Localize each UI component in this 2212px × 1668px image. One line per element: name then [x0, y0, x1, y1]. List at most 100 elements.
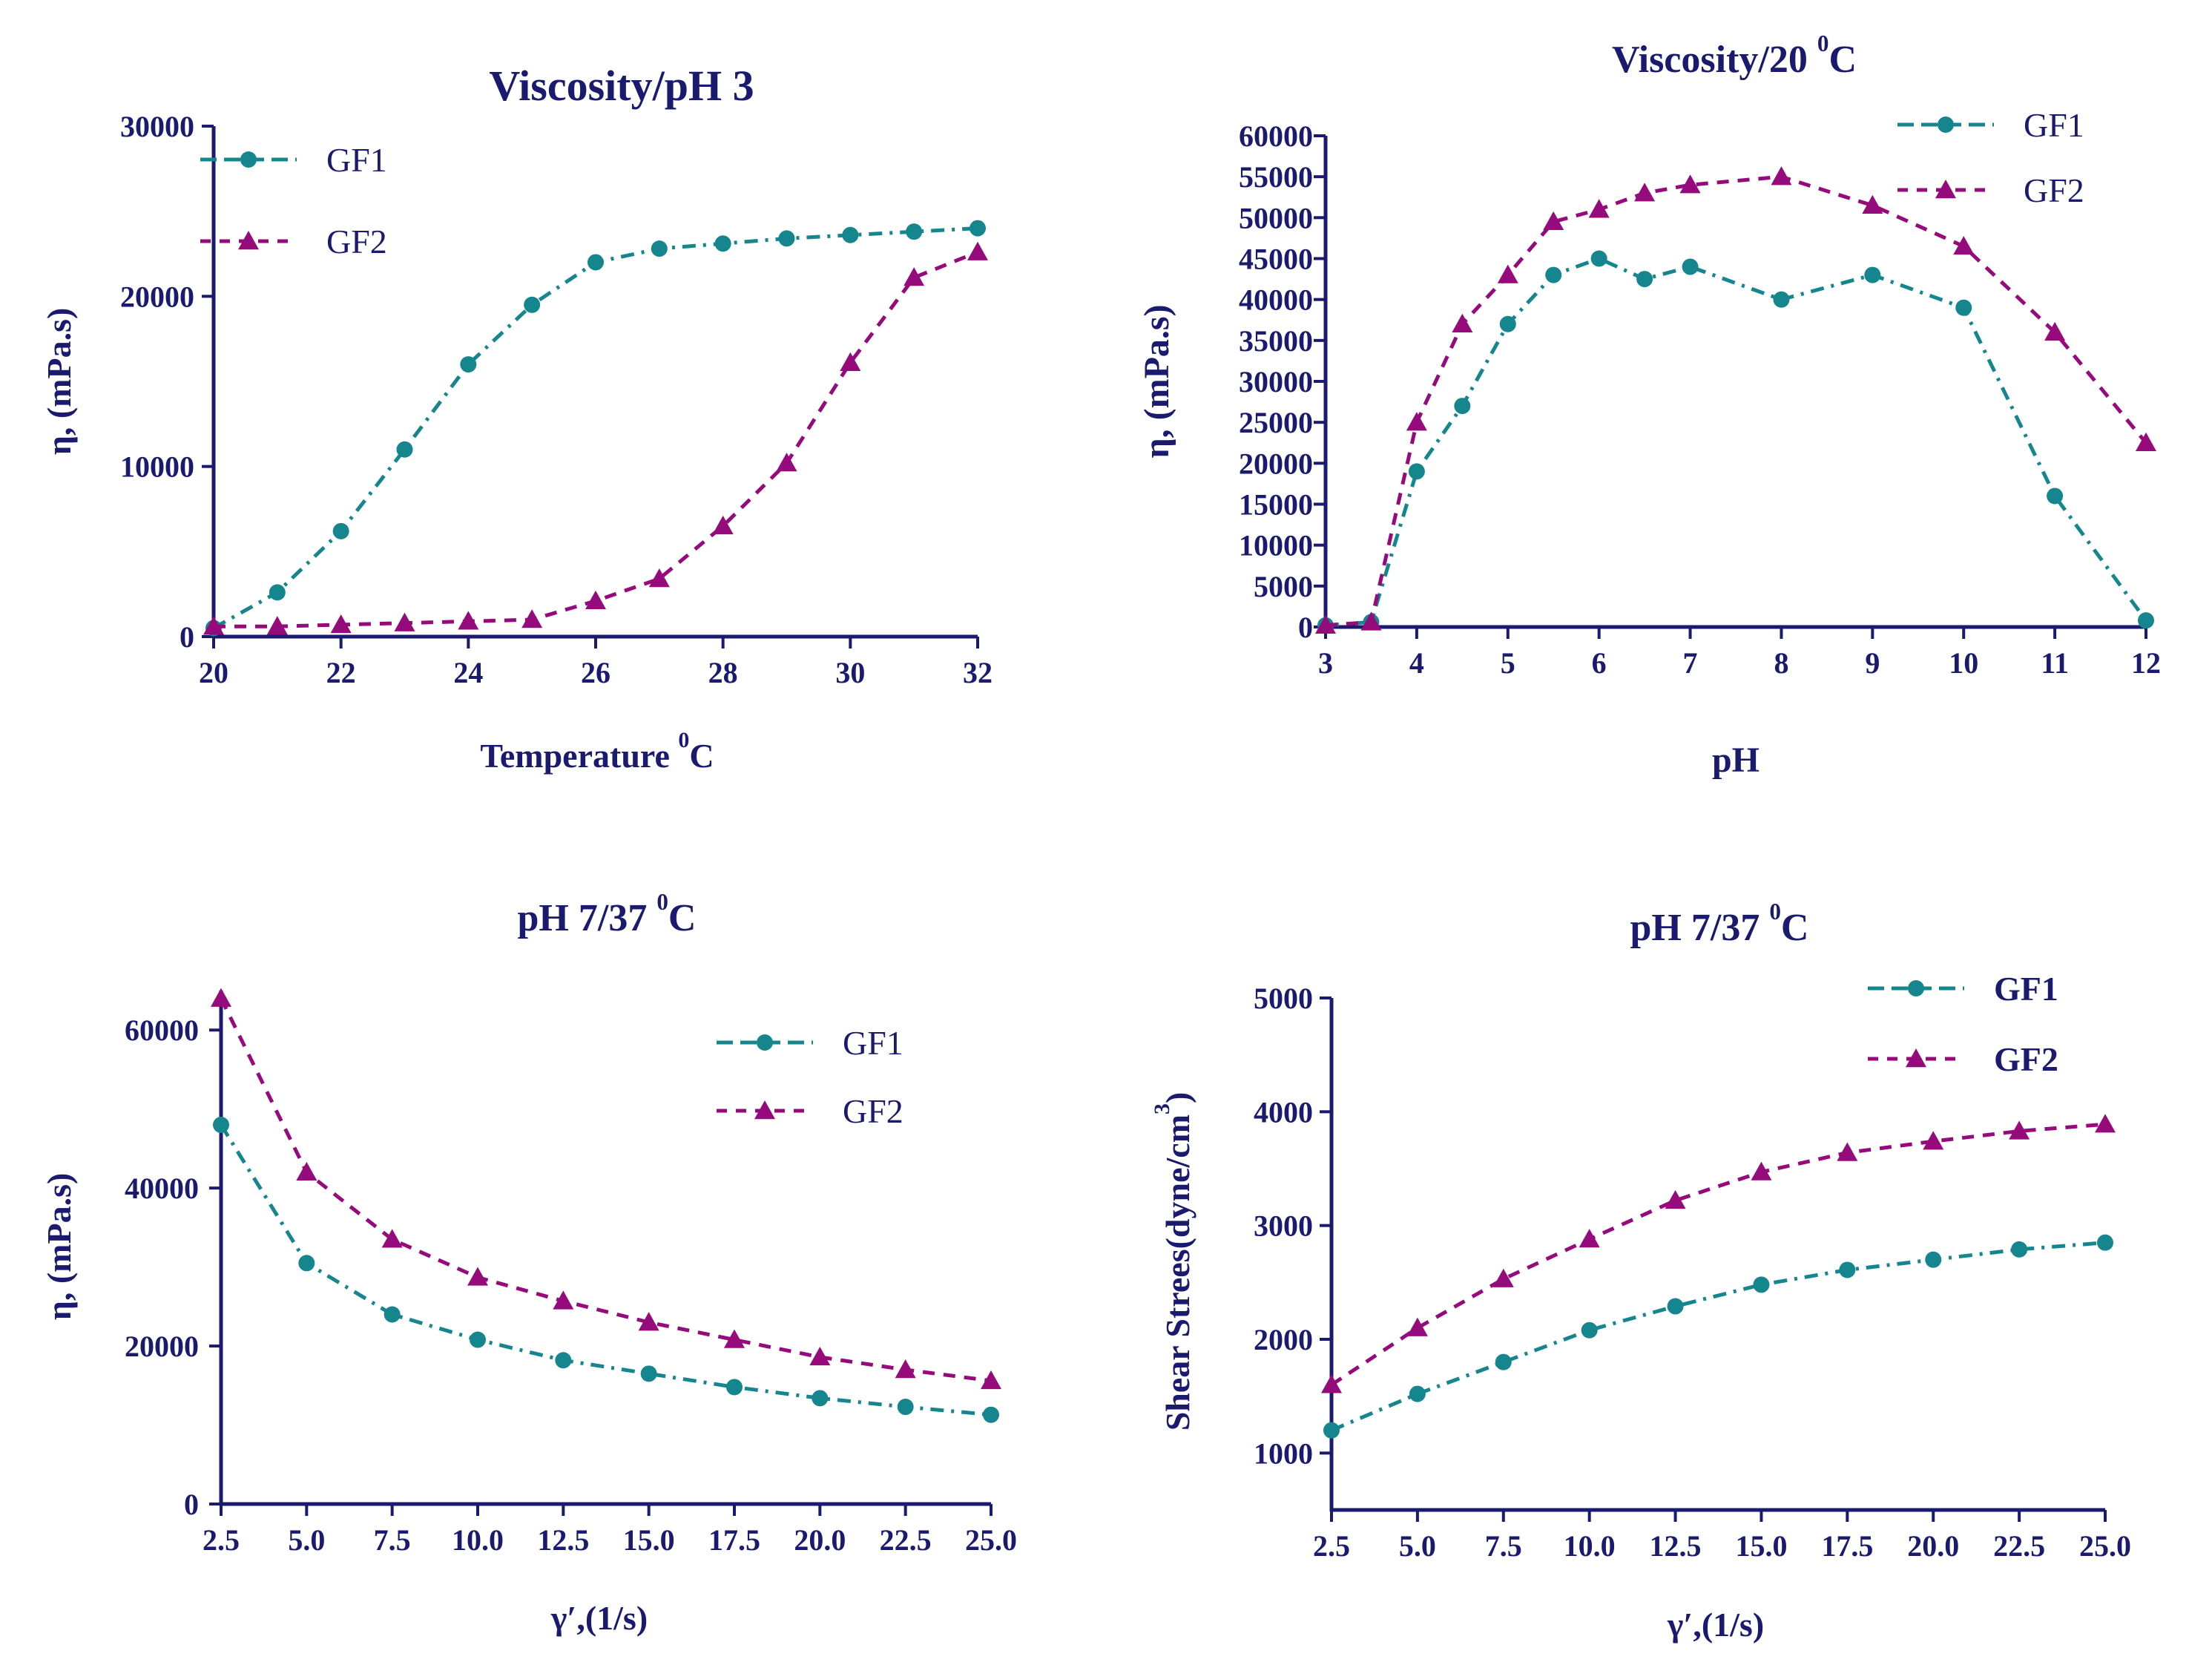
data-point [1667, 1298, 1684, 1315]
data-point [1753, 1276, 1770, 1293]
data-point [467, 1267, 488, 1286]
data-point [809, 1346, 831, 1366]
x-tick-label: 6 [1592, 646, 1607, 680]
data-point [640, 1365, 657, 1382]
x-tick-label: 15.0 [1735, 1529, 1787, 1563]
x-tick-label: 28 [708, 656, 738, 689]
data-point [330, 614, 352, 634]
y-tick-label: 45000 [1239, 243, 1313, 276]
data-point [840, 352, 861, 371]
data-point [1499, 315, 1516, 332]
data-point [638, 1312, 659, 1331]
data-point [897, 1399, 914, 1416]
series-line [212, 226, 978, 630]
y-tick-label: 25000 [1239, 406, 1313, 439]
y-tick-label: 5000 [1254, 982, 1313, 1015]
x-tick-label: 25.0 [2079, 1529, 2131, 1563]
legend-marker [757, 1034, 773, 1051]
legend: GF1 GF2 [717, 1024, 903, 1130]
legend-label: GF2 [2024, 171, 2084, 209]
chart-panel-2: Viscosity/20 0C 3 4 5 6 7 8 9 10 11 12 0 5000 10000 15… [1137, 30, 2161, 780]
x-tick-label: 10.0 [452, 1523, 504, 1557]
data-point [712, 515, 734, 535]
x-axis-label: γ′,(1/s) [1667, 1606, 1764, 1644]
data-point [1315, 614, 1336, 634]
data-point [269, 584, 286, 601]
legend-marker [754, 1100, 775, 1120]
data-point [1588, 199, 1610, 218]
y-tick-label: 0 [180, 620, 194, 654]
x-axis-label: pH [1712, 741, 1760, 780]
data-point [1925, 1251, 1942, 1268]
data-point [396, 441, 413, 458]
data-point [1406, 412, 1427, 431]
x-tick-label: 32 [963, 656, 993, 689]
data-point [983, 1406, 999, 1423]
data-point [381, 1229, 403, 1248]
y-tick-label: 60000 [125, 1014, 199, 1047]
y-tick-label: 10000 [1239, 529, 1313, 562]
data-point [2047, 487, 2064, 505]
data-point [981, 1370, 1001, 1390]
data-point [970, 220, 986, 237]
data-point [1682, 258, 1699, 275]
data-point [726, 1379, 743, 1396]
legend-label: GF1 [2024, 106, 2084, 144]
x-tick-label: 11 [2041, 646, 2069, 680]
data-point [1923, 1131, 1944, 1150]
y-tick-label: 35000 [1239, 324, 1313, 358]
x-tick-label: 15.0 [623, 1523, 675, 1557]
data-point [1409, 1385, 1426, 1402]
data-point [724, 1329, 745, 1348]
data-point [1636, 271, 1653, 288]
x-tick-label: 20.0 [794, 1523, 846, 1557]
data-point [1953, 235, 1975, 255]
y-tick-label: 0 [1298, 611, 1313, 644]
x-tick-label: 17.5 [708, 1523, 760, 1557]
data-point [587, 254, 604, 271]
series-gf2 [1321, 1114, 2116, 1393]
data-point [1634, 183, 1656, 202]
y-tick-label: 1000 [1254, 1436, 1313, 1470]
data-point [332, 522, 349, 539]
data-point [1771, 166, 1792, 185]
data-point [903, 267, 925, 286]
x-tick-label: 24 [453, 656, 483, 689]
x-tick-label: 5 [1501, 646, 1515, 680]
x-tick-label: 22.5 [1993, 1529, 2045, 1563]
data-point [1862, 194, 1883, 214]
legend: GF1 GF2 [1868, 970, 2058, 1078]
x-tick-label: 5.0 [288, 1523, 325, 1557]
data-point [2138, 612, 2154, 629]
y-tick-label: 50000 [1239, 201, 1313, 234]
x-tick-label: 12 [2131, 646, 2161, 680]
data-point [1839, 1261, 1856, 1278]
data-point [460, 356, 477, 373]
x-tick-label: 12.5 [537, 1523, 589, 1557]
y-tick-label: 60000 [1239, 119, 1313, 153]
chart-title: pH 7/37 0C [518, 889, 697, 939]
data-point [1495, 1353, 1512, 1370]
data-point [213, 1116, 229, 1133]
data-point [776, 453, 797, 472]
data-point [1545, 266, 1562, 283]
data-point [1751, 1161, 1772, 1181]
data-point [778, 230, 795, 247]
chart-title: Viscosity/pH 3 [489, 62, 754, 110]
x-tick-label: 8 [1774, 646, 1788, 680]
series-line [219, 997, 992, 1383]
data-point [1579, 1229, 1600, 1248]
x-tick-label: 7.5 [1485, 1529, 1522, 1563]
data-point [211, 988, 231, 1007]
y-tick-label: 4000 [1254, 1095, 1313, 1129]
data-point [2136, 432, 2156, 451]
data-point [1454, 398, 1471, 415]
data-point [1590, 250, 1607, 267]
y-tick-label: 30000 [120, 110, 194, 143]
y-tick-label: 20000 [1239, 447, 1313, 480]
y-tick-label: 0 [184, 1488, 199, 1521]
data-point [2011, 1241, 2028, 1258]
data-point [1360, 611, 1382, 631]
series-gf2 [1315, 166, 2156, 634]
data-point [203, 616, 224, 635]
